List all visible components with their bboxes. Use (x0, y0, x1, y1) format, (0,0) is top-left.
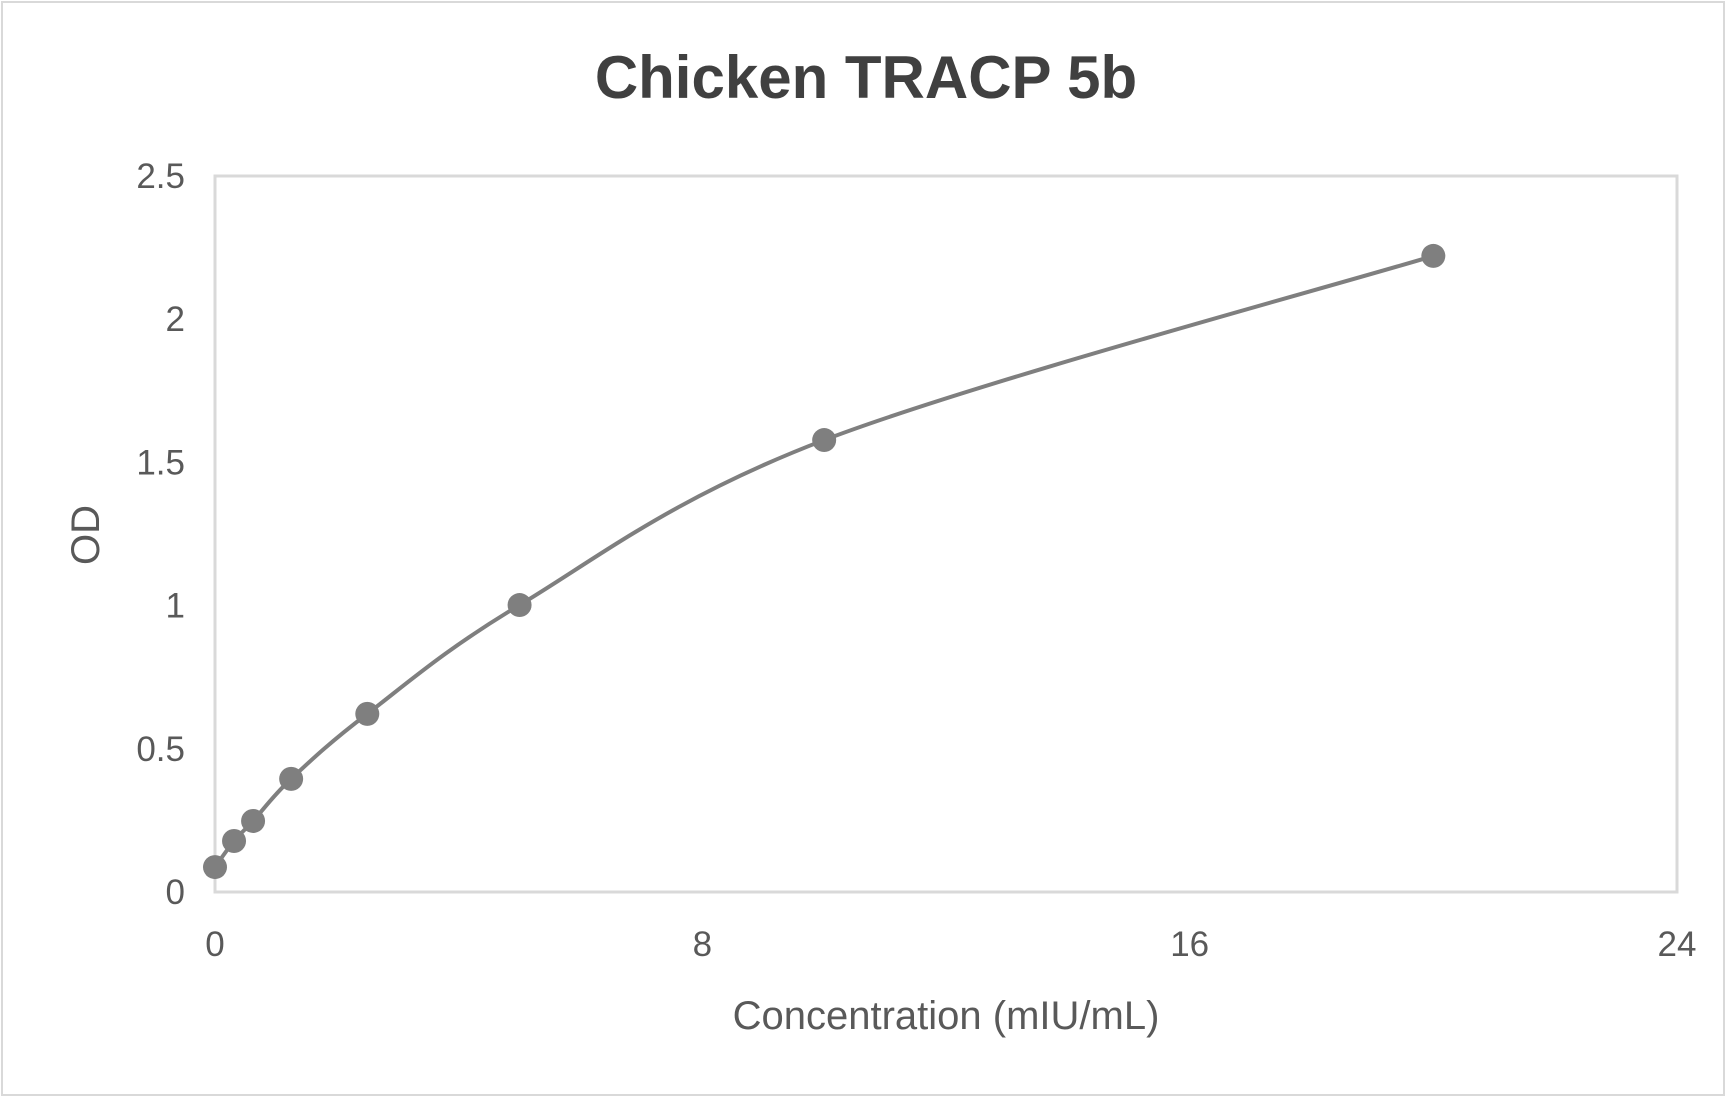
chart-title: Chicken TRACP 5b (595, 44, 1137, 111)
data-point (203, 855, 227, 880)
data-point (812, 428, 837, 453)
x-tick-label: 16 (1170, 925, 1209, 964)
x-tick-label: 24 (1658, 925, 1697, 964)
series-points (203, 243, 1446, 880)
data-point (355, 701, 380, 726)
y-tick-label: 0 (166, 873, 185, 912)
data-point (279, 766, 304, 791)
y-tick-label: 2.5 (136, 157, 185, 196)
data-point (222, 829, 247, 854)
data-point (507, 593, 532, 618)
x-tick-label: 0 (205, 925, 224, 964)
data-point (241, 808, 266, 833)
y-axis-label: OD (64, 505, 108, 565)
x-axis-ticks: 0 8 16 24 (205, 925, 1696, 964)
data-point (1421, 243, 1446, 268)
x-tick-label: 8 (693, 925, 712, 964)
series-line (213, 253, 1436, 870)
x-axis-label: Concentration (mIU/mL) (733, 994, 1160, 1038)
y-tick-label: 1.5 (136, 443, 185, 482)
y-tick-label: 2 (166, 300, 185, 339)
y-axis-ticks: 0 0.5 1 1.5 2 2.5 (136, 157, 185, 912)
y-tick-label: 1 (166, 587, 185, 626)
plot-area-border (213, 174, 1679, 894)
y-tick-label: 0.5 (136, 730, 185, 769)
